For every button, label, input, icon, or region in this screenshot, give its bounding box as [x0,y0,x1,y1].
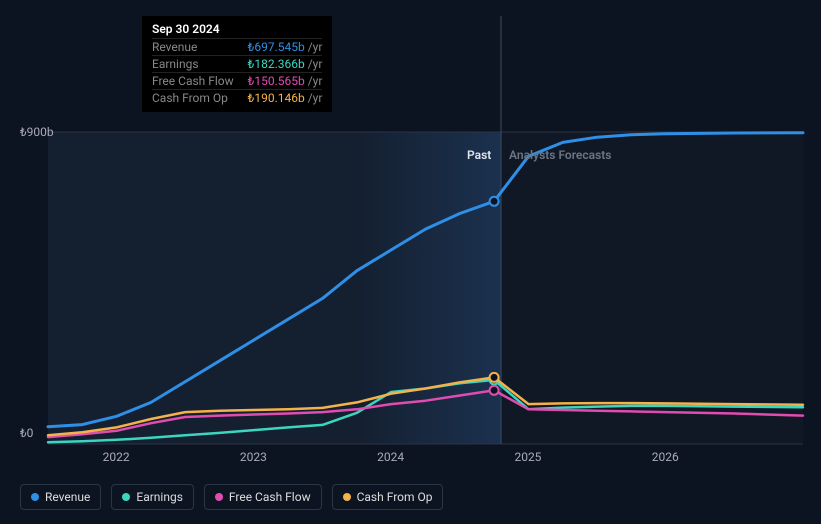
tooltip-row: Cash From Op ₺190.146b /yr [152,89,322,106]
legend-label: Free Cash Flow [229,490,311,504]
tooltip-row-value: ₺150.565b [248,74,305,88]
forecast-section-label: Analysts Forecasts [509,148,611,162]
tooltip-row-value: ₺697.545b [248,40,305,54]
tooltip-row: Free Cash Flow ₺150.565b /yr [152,72,322,89]
legend-label: Revenue [45,490,90,504]
tooltip-row-suffix: /yr [305,40,323,54]
tooltip-row-label: Cash From Op [152,91,228,105]
legend-swatch [31,493,39,501]
legend-swatch [343,493,351,501]
tooltip-row-label: Revenue [152,40,197,54]
legend-swatch [215,493,223,501]
legend-label: Cash From Op [357,490,433,504]
series-marker-free-cash-flow [490,386,499,395]
tooltip-row-label: Earnings [152,57,199,71]
x-axis-tick-label: 2024 [377,450,404,464]
legend-item-revenue[interactable]: Revenue [20,484,101,510]
legend-item-earnings[interactable]: Earnings [111,484,194,510]
tooltip-row-suffix: /yr [305,74,323,88]
y-axis-min-label: ₺0 [20,426,33,440]
tooltip-row: Revenue ₺697.545b /yr [152,38,322,55]
x-axis-tick-label: 2026 [652,450,679,464]
past-section-label: Past [467,148,491,162]
tooltip-row-value: ₺182.366b [248,57,305,71]
tooltip-row-suffix: /yr [305,91,323,105]
legend-item-free-cash-flow[interactable]: Free Cash Flow [204,484,322,510]
tooltip-date: Sep 30 2024 [152,22,322,36]
tooltip-row: Earnings ₺182.366b /yr [152,55,322,72]
tooltip-row-value: ₺190.146b [248,91,305,105]
chart-legend: Revenue Earnings Free Cash Flow Cash From O… [20,484,443,510]
tooltip-row-label: Free Cash Flow [152,74,234,88]
chart-tooltip: Sep 30 2024 Revenue₺697.545b /yrEarnings… [142,16,332,112]
x-axis-tick-label: 2025 [514,450,541,464]
tooltip-row-suffix: /yr [305,57,323,71]
chart-canvas[interactable] [0,0,821,524]
series-marker-cash-from-op [490,373,499,382]
x-axis-tick-label: 2023 [240,450,267,464]
x-axis-tick-label: 2022 [103,450,130,464]
legend-swatch [122,493,130,501]
series-marker-revenue [490,197,499,206]
legend-item-cash-from-op[interactable]: Cash From Op [332,484,444,510]
financials-chart: ₺900b ₺0 Past Analysts Forecasts Sep 30 … [0,0,821,524]
y-axis-max-label: ₺900b [20,125,54,139]
legend-label: Earnings [136,490,183,504]
